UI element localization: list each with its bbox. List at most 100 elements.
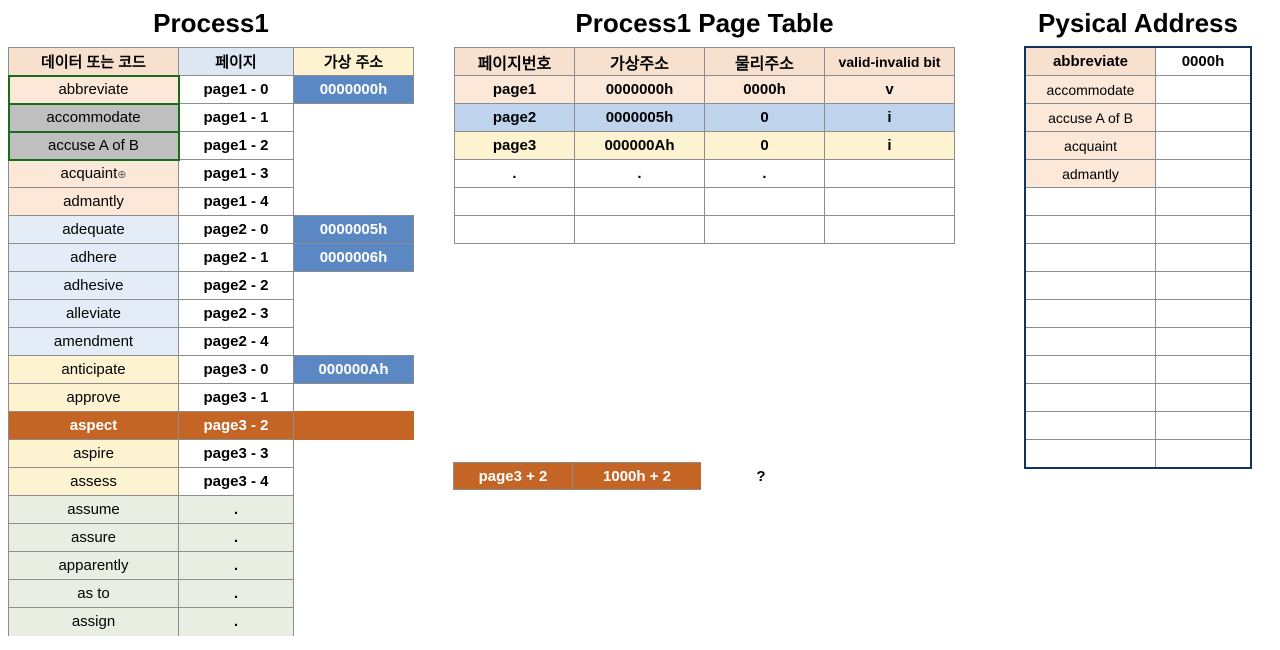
- physical-label-cell: acquaint: [1026, 132, 1156, 160]
- page-table-cell: [455, 216, 575, 244]
- physical-row: [1026, 356, 1251, 384]
- physical-row: [1026, 384, 1251, 412]
- process1-data-cell: aspire: [9, 440, 179, 468]
- process1-addr-cell: [294, 384, 414, 412]
- process1-row: assesspage3 - 4: [9, 468, 414, 496]
- page-table-cell: [455, 188, 575, 216]
- process1-addr-cell: [294, 524, 414, 552]
- page-table-row: page20000005h0i: [455, 104, 955, 132]
- process1-addr-cell: [294, 496, 414, 524]
- physical-row: [1026, 300, 1251, 328]
- process1-row: adequatepage2 - 00000005h: [9, 216, 414, 244]
- process1-data-cell: aspect: [9, 412, 179, 440]
- physical-label-cell: [1026, 216, 1156, 244]
- page-table-cell: 0000000h: [575, 76, 705, 104]
- process1-data-cell: amendment: [9, 328, 179, 356]
- page-table-cell: i: [825, 104, 955, 132]
- physical-addr-cell: [1156, 272, 1251, 300]
- process1-row: adhesivepage2 - 2: [9, 272, 414, 300]
- process1-row: assume.: [9, 496, 414, 524]
- process1-addr-cell: [294, 440, 414, 468]
- process1-row: abbreviatepage1 - 00000000h: [9, 76, 414, 104]
- physical-row: [1026, 328, 1251, 356]
- process1-page-cell: page3 - 2: [179, 412, 294, 440]
- page-table-cell: page1: [455, 76, 575, 104]
- process1-block: Process1 데이터 또는 코드페이지가상 주소abbreviatepage…: [8, 8, 414, 636]
- page-table: 페이지번호가상주소물리주소valid-invalid bitpage100000…: [454, 47, 955, 244]
- process1-data-cell: assign: [9, 608, 179, 636]
- physical-label-cell: accuse A of B: [1026, 104, 1156, 132]
- physical-table: abbreviate0000haccommodateaccuse A of Ba…: [1025, 47, 1251, 468]
- physical-row: acquaint: [1026, 132, 1251, 160]
- process1-page-cell: page1 - 4: [179, 188, 294, 216]
- process1-page-cell: page2 - 4: [179, 328, 294, 356]
- process1-addr-cell: [294, 160, 414, 188]
- physical-label-cell: [1026, 244, 1156, 272]
- physical-label-cell: [1026, 300, 1156, 328]
- process1-header-cell: 가상 주소: [294, 48, 414, 76]
- process1-data-cell: apparently: [9, 552, 179, 580]
- process1-data-cell: admantly: [9, 188, 179, 216]
- process1-row: admantlypage1 - 4: [9, 188, 414, 216]
- process1-row: assign.: [9, 608, 414, 636]
- process1-addr-cell: [294, 328, 414, 356]
- process1-row: aspirepage3 - 3: [9, 440, 414, 468]
- physical-row: accuse A of B: [1026, 104, 1251, 132]
- physical-row: accommodate: [1026, 76, 1251, 104]
- page-table-cell: [825, 160, 955, 188]
- page-table-cell: 0: [705, 132, 825, 160]
- page-table-cell: 0000h: [705, 76, 825, 104]
- physical-row: [1026, 188, 1251, 216]
- process1-addr-cell: [294, 272, 414, 300]
- page-table-cell: 0: [705, 104, 825, 132]
- process1-addr-cell: 0000005h: [294, 216, 414, 244]
- process1-data-cell: assure: [9, 524, 179, 552]
- process1-page-cell: .: [179, 552, 294, 580]
- physical-addr-cell: [1156, 244, 1251, 272]
- process1-page-cell: page1 - 0: [179, 76, 294, 104]
- process1-addr-cell: [294, 468, 414, 496]
- process1-row: acquaint⊕page1 - 3: [9, 160, 414, 188]
- process1-row: alleviatepage2 - 3: [9, 300, 414, 328]
- process1-addr-cell: [294, 608, 414, 636]
- physical-addr-cell: [1156, 356, 1251, 384]
- query-cell: ?: [701, 462, 821, 490]
- physical-row: [1026, 272, 1251, 300]
- process1-addr-cell: [294, 300, 414, 328]
- physical-label-cell: [1026, 272, 1156, 300]
- process1-data-cell: alleviate: [9, 300, 179, 328]
- physical-addr-cell: [1156, 412, 1251, 440]
- page-table-cell: 000000Ah: [575, 132, 705, 160]
- process1-page-cell: page1 - 1: [179, 104, 294, 132]
- physical-label-cell: [1026, 328, 1156, 356]
- process1-table: 데이터 또는 코드페이지가상 주소abbreviatepage1 - 00000…: [8, 47, 414, 636]
- page-table-row: page10000000h0000hv: [455, 76, 955, 104]
- page-table-cell: [705, 216, 825, 244]
- physical-addr-cell: [1156, 160, 1251, 188]
- process1-addr-cell: [294, 132, 414, 160]
- process1-row: approvepage3 - 1: [9, 384, 414, 412]
- physical-addr-cell: [1156, 300, 1251, 328]
- process1-row: accuse A of Bpage1 - 2: [9, 132, 414, 160]
- process1-page-cell: page3 - 4: [179, 468, 294, 496]
- process1-header-cell: 페이지: [179, 48, 294, 76]
- process1-page-cell: page3 - 1: [179, 384, 294, 412]
- physical-block: Pysical Address abbreviate0000haccommoda…: [1025, 8, 1251, 468]
- process1-page-cell: .: [179, 608, 294, 636]
- process1-data-cell: approve: [9, 384, 179, 412]
- physical-label-cell: [1026, 356, 1156, 384]
- process1-page-cell: page3 - 3: [179, 440, 294, 468]
- process1-data-cell: accuse A of B: [9, 132, 179, 160]
- process1-row: anticipatepage3 - 0000000Ah: [9, 356, 414, 384]
- process1-data-cell: adhere: [9, 244, 179, 272]
- query-cell: page3 + 2: [453, 462, 573, 490]
- process1-data-cell: assess: [9, 468, 179, 496]
- process1-page-cell: page2 - 1: [179, 244, 294, 272]
- page-table-row: [455, 216, 955, 244]
- process1-page-cell: .: [179, 524, 294, 552]
- physical-row: admantly: [1026, 160, 1251, 188]
- process1-addr-cell: [294, 552, 414, 580]
- physical-label-cell: [1026, 384, 1156, 412]
- process1-page-cell: .: [179, 496, 294, 524]
- physical-label-cell: admantly: [1026, 160, 1156, 188]
